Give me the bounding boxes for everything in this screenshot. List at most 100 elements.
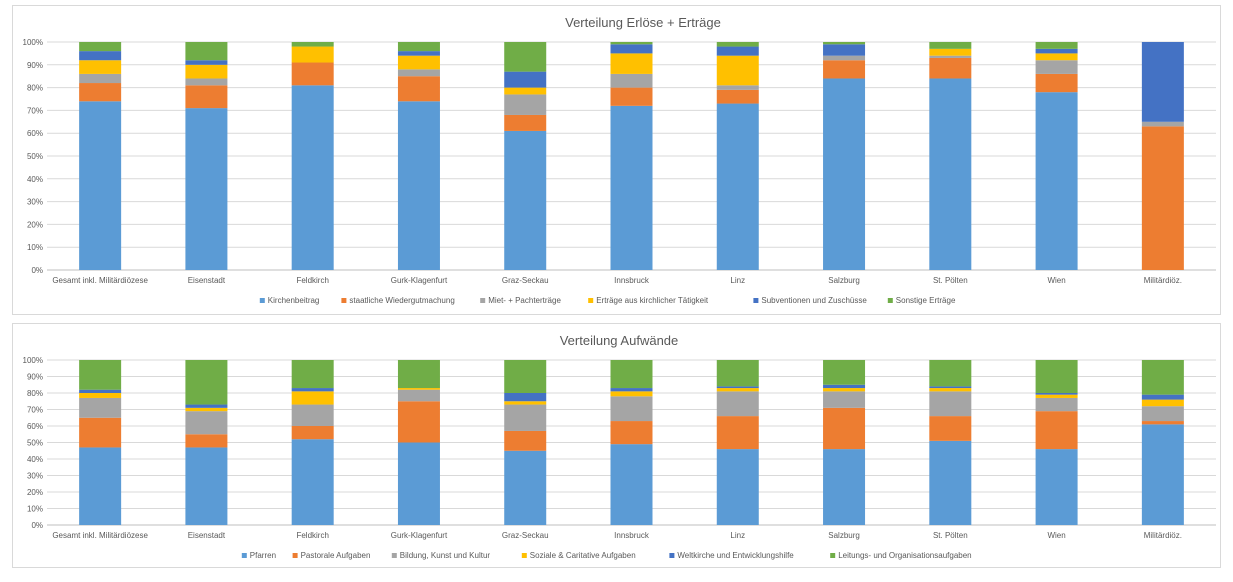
legend-swatch	[292, 553, 298, 558]
bar-segment	[397, 401, 440, 443]
legend-swatch	[341, 298, 347, 303]
bar-segment	[504, 430, 547, 451]
bar-segment	[823, 60, 866, 79]
category-label: Wien	[1047, 531, 1065, 540]
bar-segment	[1035, 449, 1078, 525]
bar-segment	[929, 440, 972, 525]
bar-segment	[1035, 53, 1078, 61]
bar-segment	[504, 401, 547, 405]
bar-segment	[504, 450, 547, 525]
bar-segment	[610, 87, 653, 106]
bar-segment	[291, 85, 334, 270]
bar-segment	[929, 48, 972, 56]
bar-segment	[504, 130, 547, 270]
category-label: Salzburg	[828, 531, 860, 540]
bar-segment	[291, 360, 334, 389]
y-tick-label: 100%	[23, 38, 43, 47]
bar-segment	[1035, 360, 1078, 393]
bar-segment	[929, 388, 972, 392]
legend-swatch	[753, 298, 759, 303]
legend-swatch	[391, 553, 397, 558]
bar-segment	[397, 76, 440, 102]
bar-segment	[397, 51, 440, 56]
bar-segment	[291, 391, 334, 405]
bar-segment	[79, 83, 122, 102]
category-label: Feldkirch	[296, 531, 328, 540]
bar-segment	[397, 101, 440, 270]
legend-label: Subventionen und Zuschüsse	[761, 296, 867, 305]
category-label: Militärdiöz.	[1144, 276, 1182, 285]
bar-segment	[823, 407, 866, 450]
legend-swatch	[521, 553, 527, 558]
bar-segment	[610, 360, 653, 389]
y-tick-label: 60%	[27, 422, 43, 431]
y-tick-label: 20%	[27, 220, 43, 229]
bar-segment	[1141, 421, 1184, 425]
bar-segment	[291, 404, 334, 426]
legend-label: Pfarren	[250, 551, 276, 560]
bar-segment	[185, 108, 228, 271]
category-label: Gurk-Klagenfurt	[391, 276, 448, 285]
category-label: Graz-Seckau	[502, 531, 549, 540]
bar-segment	[929, 416, 972, 441]
bar-segment	[1035, 42, 1078, 49]
bar-segment	[1141, 360, 1184, 395]
bar-segment	[1035, 73, 1078, 93]
y-tick-label: 80%	[27, 84, 43, 93]
bar-segment	[610, 53, 653, 74]
category-label: St. Pölten	[933, 531, 968, 540]
bar-segment	[716, 103, 759, 270]
bar-segment	[291, 42, 334, 47]
bar-segment	[397, 360, 440, 389]
bar-segment	[823, 449, 866, 525]
legend-swatch	[669, 553, 675, 558]
bar-segment	[291, 426, 334, 440]
bar-segment	[291, 439, 334, 525]
bar-segment	[79, 51, 122, 61]
bar-segment	[716, 386, 759, 389]
bar-segment	[610, 396, 653, 422]
bar-segment	[397, 388, 440, 390]
y-tick-label: 80%	[27, 389, 43, 398]
bar-segment	[1035, 397, 1078, 412]
legend-label: Kirchenbeitrag	[268, 296, 320, 305]
legend-label: Pastorale Aufgaben	[301, 551, 371, 560]
category-label: Eisenstadt	[188, 276, 226, 285]
bar-segment	[823, 360, 866, 385]
bar-segment	[504, 393, 547, 402]
bar-segment	[610, 73, 653, 88]
bar-segment	[79, 360, 122, 390]
category-label: Feldkirch	[296, 276, 328, 285]
bar-segment	[185, 85, 228, 109]
bar-segment	[823, 384, 866, 389]
bar-segment	[1035, 411, 1078, 450]
y-tick-label: 90%	[27, 373, 43, 382]
y-tick-label: 0%	[31, 521, 43, 530]
bar-segment	[291, 388, 334, 392]
bar-segment	[291, 62, 334, 86]
chart-title: Verteilung Aufwände	[560, 333, 679, 348]
bar-segment	[1035, 394, 1078, 398]
bar-segment	[716, 85, 759, 90]
bar-segment	[929, 78, 972, 270]
category-label: Graz-Seckau	[502, 276, 549, 285]
bar-segment	[716, 449, 759, 525]
y-tick-label: 30%	[27, 472, 43, 481]
y-tick-label: 10%	[27, 243, 43, 252]
bar-segment	[823, 42, 866, 45]
bar-segment	[79, 447, 122, 525]
bar-segment	[823, 55, 866, 61]
category-label: Eisenstadt	[188, 531, 226, 540]
y-tick-label: 90%	[27, 61, 43, 70]
y-tick-label: 60%	[27, 129, 43, 138]
legend-swatch	[830, 553, 836, 558]
bar-segment	[1141, 424, 1184, 525]
category-label: Salzburg	[828, 276, 860, 285]
y-tick-label: 0%	[31, 266, 43, 275]
bar-segment	[185, 60, 228, 65]
bar-segment	[610, 42, 653, 45]
bar-segment	[397, 42, 440, 52]
bar-segment	[1035, 92, 1078, 270]
y-tick-label: 50%	[27, 152, 43, 161]
bar-segment	[79, 73, 122, 84]
